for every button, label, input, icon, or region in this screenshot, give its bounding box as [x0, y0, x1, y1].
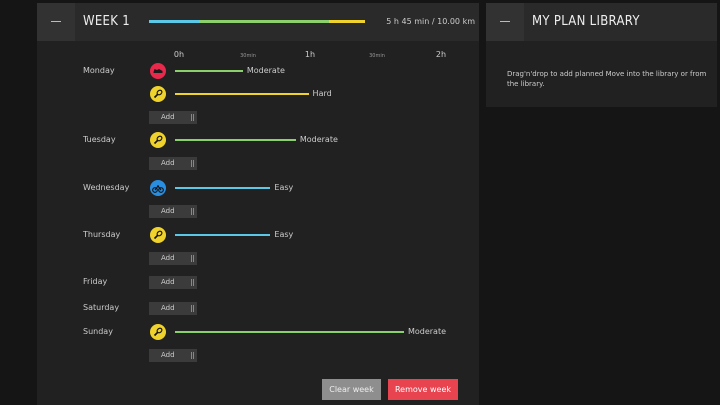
add-move-button[interactable]: Add: [149, 302, 197, 315]
move-intensity: Moderate: [407, 327, 446, 336]
day-label-friday: Friday: [83, 277, 108, 286]
add-label: Add: [161, 278, 175, 286]
move-intensity: Hard: [312, 89, 332, 98]
add-move-button[interactable]: Add: [149, 205, 197, 218]
day-label-sunday: Sunday: [83, 327, 113, 336]
move-duration-bar[interactable]: [175, 93, 309, 95]
library-title: MY PLAN LIBRARY: [532, 14, 640, 29]
day-label-thursday: Thursday: [83, 230, 121, 239]
timeline-tick: 30min: [240, 53, 256, 59]
add-label: Add: [161, 207, 175, 215]
day-label-monday: Monday: [83, 66, 115, 75]
minus-icon[interactable]: [486, 3, 524, 41]
progress-segment: [199, 20, 329, 23]
week-header: WEEK 1 5 h 45 min / 10.00 km: [37, 3, 479, 41]
week-progress-bar: [149, 20, 365, 23]
day-label-wednesday: Wednesday: [83, 183, 130, 192]
drag-handle-icon[interactable]: [191, 279, 194, 286]
racket-icon[interactable]: [150, 324, 166, 340]
move-duration-bar[interactable]: [175, 331, 404, 333]
clear-week-button[interactable]: Clear week: [322, 379, 381, 400]
add-move-button[interactable]: Add: [149, 276, 197, 289]
timeline-tick: 1h: [304, 50, 316, 59]
remove-week-button[interactable]: Remove week: [388, 379, 458, 400]
drag-handle-icon[interactable]: [191, 208, 194, 215]
day-label-tuesday: Tuesday: [83, 135, 116, 144]
library-panel: MY PLAN LIBRARY Drag'n'drop to add plann…: [486, 3, 717, 107]
drag-handle-icon[interactable]: [191, 305, 194, 312]
day-label-saturday: Saturday: [83, 303, 120, 312]
add-label: Add: [161, 113, 175, 121]
add-move-button[interactable]: Add: [149, 111, 197, 124]
library-header: MY PLAN LIBRARY: [486, 3, 717, 41]
timeline-tick: 30min: [369, 53, 385, 59]
drag-handle-icon[interactable]: [191, 160, 194, 167]
drag-handle-icon[interactable]: [191, 114, 194, 121]
library-hint[interactable]: Drag'n'drop to add planned Move into the…: [507, 70, 707, 88]
add-move-button[interactable]: Add: [149, 252, 197, 265]
cycling-icon[interactable]: [150, 180, 166, 196]
add-label: Add: [161, 159, 175, 167]
timeline-tick: 0h: [173, 50, 185, 59]
drag-handle-icon[interactable]: [191, 255, 194, 262]
move-intensity: Easy: [274, 230, 294, 239]
move-intensity: Moderate: [246, 66, 285, 75]
racket-icon[interactable]: [150, 132, 166, 148]
move-duration-bar[interactable]: [175, 187, 271, 189]
add-move-button[interactable]: Add: [149, 157, 197, 170]
progress-segment: [329, 20, 365, 23]
progress-segment: [149, 20, 199, 23]
move-intensity: Moderate: [299, 135, 338, 144]
drag-handle-icon[interactable]: [191, 352, 194, 359]
racket-icon[interactable]: [150, 227, 166, 243]
week-summary: 5 h 45 min / 10.00 km: [386, 17, 475, 26]
move-duration-bar[interactable]: [175, 70, 243, 72]
timeline-tick: 2h: [435, 50, 447, 59]
add-move-button[interactable]: Add: [149, 349, 197, 362]
add-label: Add: [161, 351, 175, 359]
week-panel: WEEK 1 5 h 45 min / 10.00 km Clear week …: [37, 3, 479, 405]
week-title: WEEK 1: [83, 14, 130, 29]
racket-icon[interactable]: [150, 86, 166, 102]
move-duration-bar[interactable]: [175, 234, 271, 236]
add-label: Add: [161, 304, 175, 312]
move-duration-bar[interactable]: [175, 139, 296, 141]
running-shoe-icon[interactable]: [150, 63, 166, 79]
minus-icon[interactable]: [37, 3, 75, 41]
move-intensity: Easy: [274, 183, 294, 192]
add-label: Add: [161, 254, 175, 262]
